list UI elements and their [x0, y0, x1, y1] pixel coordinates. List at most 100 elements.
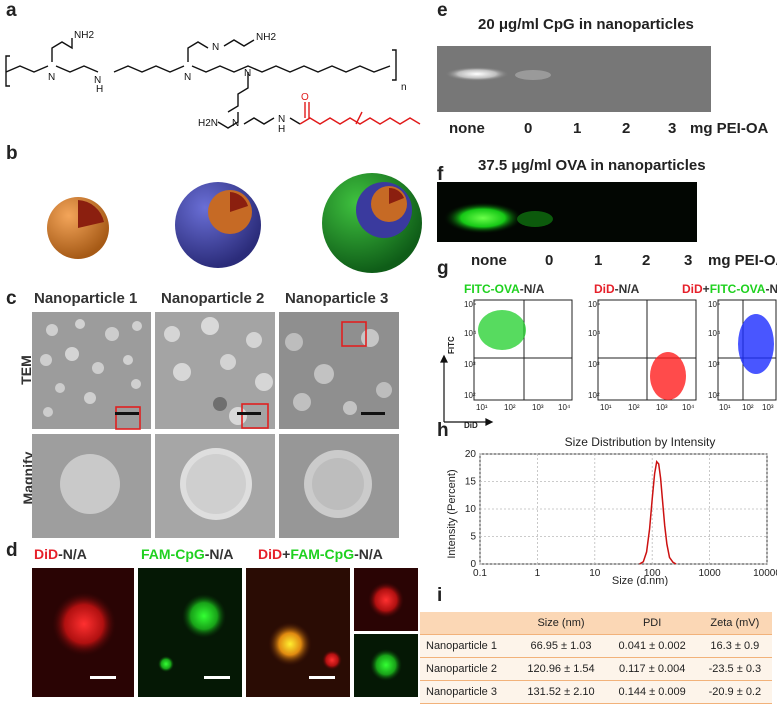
table-cell: -20.9 ± 0.2	[697, 680, 772, 704]
fluo-image-merge	[246, 568, 350, 697]
y-tick-label: 10	[465, 504, 477, 515]
x-tick-label: 1000	[698, 568, 721, 579]
n-atom-4: N	[232, 118, 239, 129]
gel-f-title: 37.5 μg/ml OVA in nanoparticles	[478, 157, 706, 174]
nanoparticle-2-sphere	[175, 182, 261, 268]
table-cell: 66.95 ± 1.03	[515, 634, 607, 658]
col-nanoparticle-1: Nanoparticle 1	[34, 290, 138, 307]
d-title-2: FAM-CpG-N/A	[141, 546, 234, 562]
gel-e-lane-3: 3	[668, 120, 677, 137]
fluo-image-did	[32, 568, 134, 697]
g-ytick-3: 10³	[464, 360, 476, 369]
chart-title: Size Distribution by Intensity	[565, 436, 716, 449]
g2-ytick-2: 10⁴	[588, 329, 601, 338]
gel-e-unit: mg PEI-OA	[690, 120, 769, 137]
distribution-line	[639, 460, 677, 565]
x-tick-label: 10000	[753, 568, 777, 579]
table-header: Zeta (mV)	[697, 612, 772, 635]
gel-f-unit: mg PEI-OA	[708, 252, 777, 269]
panel-label-g: g	[437, 258, 449, 279]
gel-f-lane-3: 3	[684, 252, 693, 269]
y-tick-label: 15	[465, 477, 477, 488]
chemical-structure-diagram: N N H NH2 N N NH2 N N H2N N H n O	[5, 30, 421, 135]
col-nanoparticle-3: Nanoparticle 3	[285, 290, 389, 307]
nanoparticle-schematics	[47, 173, 422, 273]
table-cell: Nanoparticle 3	[420, 680, 516, 704]
x-tick-label: 100	[644, 568, 661, 579]
o-atom: O	[301, 92, 309, 103]
col-nanoparticle-2: Nanoparticle 2	[161, 290, 265, 307]
n-atom-3: N	[244, 68, 251, 79]
table-header: Size (nm)	[515, 612, 607, 635]
panel-label-b: b	[6, 143, 18, 164]
nh-atom-2: N	[212, 42, 219, 53]
plot-area	[479, 453, 768, 565]
flow-plot-3-frame	[717, 299, 777, 401]
gel-e-lane-labels: none 0 1 2 3 mg PEI-OA	[437, 120, 777, 140]
g2-ytick-4: 10²	[588, 391, 600, 400]
table-cell: 0.117 ± 0.004	[606, 657, 698, 681]
fluorescence-image-row	[32, 568, 418, 697]
n-atom-2: N	[184, 72, 191, 83]
gel-f-lane-1: 1	[594, 252, 603, 269]
green-population	[478, 310, 526, 350]
gel-e-lane-2: 2	[622, 120, 631, 137]
fluo-inset-green	[354, 634, 418, 697]
nanoparticle-3-sphere	[322, 173, 422, 273]
tem-image-2	[155, 312, 275, 429]
tem-image-1	[32, 312, 151, 430]
magnify-image-1	[32, 434, 151, 538]
nh-atom: N	[94, 75, 101, 86]
g-title-1: FITC-OVA-N/A	[464, 282, 545, 296]
table-header-row: Size (nm) PDI Zeta (mV)	[420, 612, 772, 635]
magnify-image-2	[155, 434, 275, 538]
g3-xtick-1: 10¹	[719, 403, 731, 412]
g3-xtick-2: 10²	[742, 403, 754, 412]
g1-xtick-3: 10³	[532, 403, 544, 412]
y-tick-label: 5	[470, 532, 476, 543]
table-cell: Nanoparticle 2	[420, 657, 516, 681]
gel-f-image	[437, 182, 697, 242]
gel-f-lane-none: none	[471, 252, 507, 269]
panel-label-f: f	[437, 164, 444, 185]
g1-xtick-1: 10¹	[476, 403, 488, 412]
g-ytick-2: 10⁴	[464, 329, 477, 338]
fluo-inset-red	[354, 568, 418, 631]
panel-label-a: a	[6, 0, 17, 21]
y-tick-label: 20	[465, 449, 477, 460]
g2-xtick-3: 10³	[656, 403, 668, 412]
g-ylabel: FITC	[447, 336, 456, 354]
table-cell: -23.5 ± 0.3	[697, 657, 772, 681]
g2-xtick-4: 10⁴	[682, 403, 695, 412]
g-title-3: DiD+FITC-OVA-N/A	[682, 282, 777, 296]
fluo-image-fam-cpg	[138, 568, 242, 697]
g-ytick-4: 10²	[464, 391, 476, 400]
red-population	[650, 352, 686, 400]
d-title-1: DiD-N/A	[34, 546, 87, 562]
nanoparticle-properties-table: Size (nm) PDI Zeta (mV) Nanoparticle 1 6…	[420, 612, 772, 704]
gel-e-lane-1: 1	[573, 120, 582, 137]
table-header	[420, 612, 516, 635]
g3-ytick-3: 10³	[708, 360, 720, 369]
panel-label-d: d	[6, 540, 18, 561]
n-atom: N	[48, 72, 55, 83]
table-cell: 131.52 ± 2.10	[515, 680, 607, 704]
nh2-label: NH2	[74, 30, 94, 41]
g3-ytick-1: 10⁵	[708, 300, 720, 309]
tem-image-grid	[32, 312, 399, 538]
nanoparticle-1-sphere	[47, 197, 109, 259]
panel-label-i: i	[437, 585, 443, 606]
h-atom-3: H	[278, 124, 285, 135]
gel-f-lane-labels: none 0 1 2 3 mg PEI-OA	[437, 252, 777, 272]
table-cell: 16.3 ± 0.9	[697, 634, 772, 658]
g-xlabel: DiD	[464, 421, 478, 430]
nh2-label-2: NH2	[256, 32, 276, 43]
g1-xtick-2: 10²	[504, 403, 516, 412]
panel-label-h: h	[437, 420, 449, 441]
gel-e-lane-0: 0	[524, 120, 533, 137]
flow-plot-1-frame	[473, 299, 573, 401]
g2-xtick-1: 10¹	[600, 403, 612, 412]
d-title-3: DiD+FAM-CpG-N/A	[258, 546, 383, 562]
x-tick-label: 1	[535, 568, 541, 579]
flow-cytometry-plots: 10⁵ 10⁴ 10³ 10² FITC DiD 10¹ 10² 10³ 10⁴…	[440, 299, 777, 430]
